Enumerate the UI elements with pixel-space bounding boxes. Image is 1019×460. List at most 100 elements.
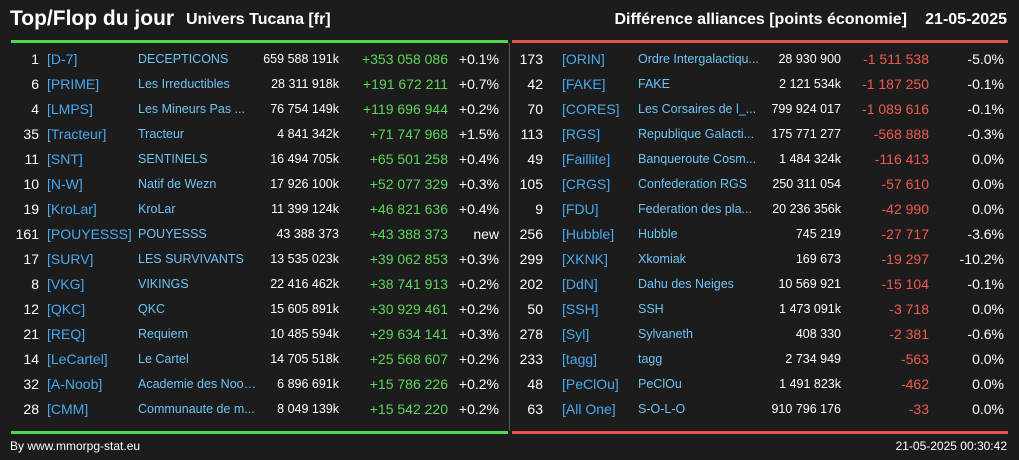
alliance-tag-link[interactable]: [LeCartel] (47, 351, 108, 367)
alliance-name-link[interactable]: SSH (638, 302, 664, 316)
percent-cell: -10.2% (959, 251, 1004, 267)
alliance-name-link[interactable]: tagg (638, 352, 663, 366)
difference-cell: +191 672 211 (363, 76, 448, 92)
alliance-tag-link[interactable]: [POUYESSS] (47, 226, 132, 242)
rank-cell: 8 (31, 276, 39, 292)
alliance-name-link[interactable]: PeClOu (638, 377, 682, 391)
alliance-tag-link[interactable]: [CMM] (47, 401, 89, 417)
points-cell: 408 330 (795, 327, 841, 341)
alliance-tag-link[interactable]: [XKNK] (562, 251, 608, 267)
rank-cell: 21 (23, 326, 39, 342)
flop-row: 70 [CORES] Les Corsaires de l_... 799 924 0… (512, 97, 1008, 122)
difference-cell: -27 717 (881, 226, 929, 242)
points-cell: 169 673 (795, 252, 841, 266)
alliance-name-link[interactable]: POUYESSS (138, 227, 207, 241)
flop-row: 48 [PeClOu] PeClOu 1 491 823k -462 0.0% (512, 372, 1008, 397)
alliance-name-link[interactable]: LES SURVIVANTS (138, 252, 244, 266)
percent-cell: +0.2% (458, 351, 499, 367)
alliance-tag-link[interactable]: [CRGS] (562, 176, 611, 192)
alliance-tag-link[interactable]: [FAKE] (562, 76, 606, 92)
alliance-name-link[interactable]: Le Cartel (138, 352, 189, 366)
alliance-tag-link[interactable]: [DdN] (562, 276, 598, 292)
flop-row: 173 [ORIN] Ordre Intergalactiqu... 28 930 9… (512, 47, 1008, 72)
points-cell: 659 588 191k (263, 52, 339, 66)
percent-cell: new (473, 226, 499, 242)
alliance-tag-link[interactable]: [tagg] (562, 351, 598, 367)
alliance-tag-link[interactable]: [REQ] (47, 326, 86, 342)
percent-cell: 0.0% (972, 376, 1004, 392)
difference-cell: -19 297 (881, 251, 929, 267)
alliance-tag-link[interactable]: [D-7] (47, 51, 78, 67)
difference-cell: +353 058 086 (361, 51, 448, 67)
column-divider (509, 43, 510, 431)
points-cell: 76 754 149k (270, 102, 339, 116)
alliance-name-link[interactable]: Les Mineurs Pas ... (138, 102, 245, 116)
alliance-tag-link[interactable]: [KroLar] (47, 201, 97, 217)
rank-cell: 105 (519, 176, 543, 192)
alliance-tag-link[interactable]: [QKC] (47, 301, 86, 317)
alliance-name-link[interactable]: SENTINELS (138, 152, 208, 166)
top-row: 12 [QKC] QKC 15 605 891k +30 929 461 +0.2% (11, 297, 508, 322)
points-cell: 16 494 705k (270, 152, 339, 166)
alliance-tag-link[interactable]: [Syl] (562, 326, 590, 342)
alliance-tag-link[interactable]: [PeClOu] (562, 376, 619, 392)
points-cell: 250 311 054 (772, 177, 841, 191)
difference-cell: -15 104 (881, 276, 929, 292)
alliance-tag-link[interactable]: [Hubble] (562, 226, 615, 242)
flop-row: 49 [Faillite] Banqueroute Cosm... 1 484 324… (512, 147, 1008, 172)
rank-cell: 233 (519, 351, 543, 367)
alliance-tag-link[interactable]: [Tracteur] (47, 126, 107, 142)
alliance-tag-link[interactable]: [LMPS] (47, 101, 93, 117)
alliance-name-link[interactable]: S-O-L-O (638, 402, 686, 416)
alliance-tag-link[interactable]: [SNT] (47, 151, 83, 167)
rank-cell: 6 (31, 76, 39, 92)
alliance-name-link[interactable]: Requiem (138, 327, 189, 341)
alliance-tag-link[interactable]: [N-W] (47, 176, 83, 192)
difference-cell: -1 187 250 (862, 76, 929, 92)
alliance-tag-link[interactable]: [SURV] (47, 251, 94, 267)
percent-cell: +1.5% (458, 126, 499, 142)
alliance-name-link[interactable]: Communaute de m... (138, 402, 255, 416)
bottom-divider-red (512, 431, 1008, 434)
alliance-name-link[interactable]: Sylvaneth (638, 327, 693, 341)
alliance-name-link[interactable]: Dahu des Neiges (638, 277, 734, 291)
alliance-name-link[interactable]: Les Corsaires de l_... (638, 102, 757, 116)
alliance-name-link[interactable]: DECEPTICONS (138, 52, 229, 66)
alliance-name-link[interactable]: Ordre Intergalactiqu... (638, 52, 759, 66)
rank-cell: 256 (519, 226, 543, 242)
alliance-name-link[interactable]: Confederation RGS (638, 177, 748, 191)
alliance-name-link[interactable]: Banqueroute Cosm... (638, 152, 757, 166)
alliance-tag-link[interactable]: [A-Noob] (47, 376, 103, 392)
difference-cell: -462 (900, 376, 929, 392)
alliance-tag-link[interactable]: [CORES] (562, 101, 620, 117)
alliance-tag-link[interactable]: [PRIME] (47, 76, 100, 92)
alliance-name-link[interactable]: Les Irreductibles (138, 77, 230, 91)
rank-cell: 49 (527, 151, 543, 167)
alliance-tag-link[interactable]: [SSH] (562, 301, 599, 317)
percent-cell: 0.0% (972, 176, 1004, 192)
alliance-name-link[interactable]: FAKE (638, 77, 670, 91)
alliance-tag-link[interactable]: [RGS] (562, 126, 601, 142)
alliance-name-link[interactable]: Hubble (638, 227, 678, 241)
points-cell: 13 535 023k (270, 252, 339, 266)
alliance-name-link[interactable]: QKC (138, 302, 166, 316)
rank-cell: 113 (520, 126, 543, 142)
alliance-tag-link[interactable]: [All One] (562, 401, 616, 417)
alliance-name-link[interactable]: Xkomiak (638, 252, 686, 266)
alliance-tag-link[interactable]: [VKG] (47, 276, 85, 292)
alliance-name-link[interactable]: Natif de Wezn (138, 177, 217, 191)
alliance-tag-link[interactable]: [Faillite] (562, 151, 611, 167)
alliance-name-link[interactable]: Academie des Noob... (138, 377, 260, 391)
alliance-name-link[interactable]: VIKINGS (138, 277, 189, 291)
alliance-tag-link[interactable]: [ORIN] (562, 51, 605, 67)
top-row: 161 [POUYESSS] POUYESSS 43 388 373 +43 388 3… (11, 222, 508, 247)
points-cell: 22 416 462k (270, 277, 339, 291)
alliance-name-link[interactable]: Federation des pla... (638, 202, 752, 216)
alliance-name-link[interactable]: Republique Galacti... (638, 127, 755, 141)
ranking-type-label: Différence alliances [points économie] (614, 11, 907, 28)
alliance-name-link[interactable]: Tracteur (138, 127, 185, 141)
points-cell: 15 605 891k (270, 302, 339, 316)
alliance-tag-link[interactable]: [FDU] (562, 201, 599, 217)
alliance-name-link[interactable]: KroLar (138, 202, 176, 216)
top-row: 10 [N-W] Natif de Wezn 17 926 100k +52 077 3… (11, 172, 508, 197)
